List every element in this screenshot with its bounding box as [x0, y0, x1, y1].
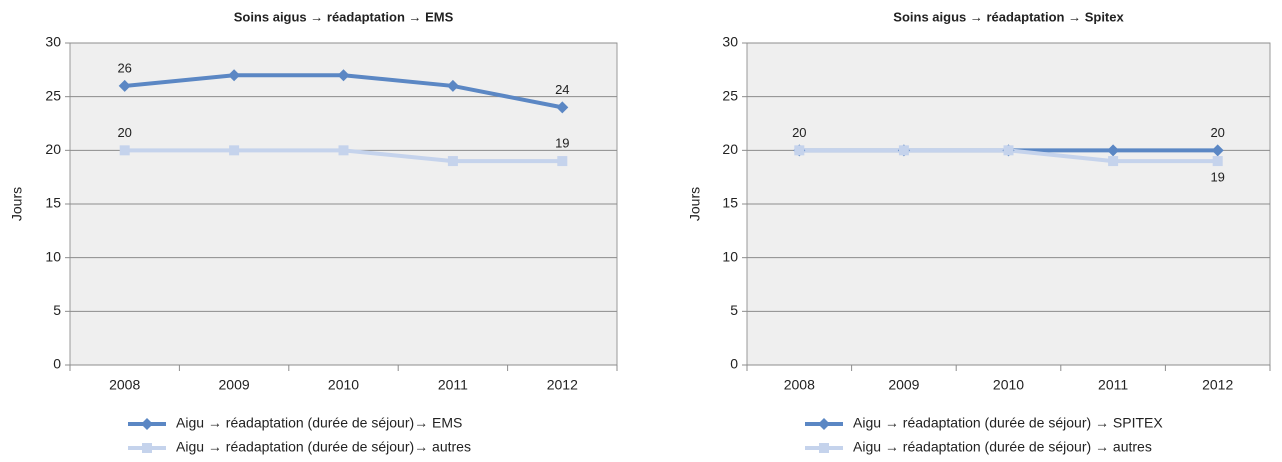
x-tick-label: 2010 [993, 377, 1024, 393]
data-point [1107, 144, 1120, 157]
y-tick-label: 5 [730, 302, 738, 318]
data-point [557, 156, 568, 167]
x-tick-label: 2011 [1098, 377, 1128, 393]
x-tick-label: 2012 [547, 377, 578, 393]
y-tick-label: 30 [45, 34, 61, 50]
data-point [1211, 144, 1224, 157]
data-point [556, 101, 569, 114]
x-tick-label: 2011 [438, 377, 468, 393]
data-point [228, 69, 241, 82]
data-label: 20 [117, 125, 131, 140]
y-tick-label: 20 [722, 141, 738, 157]
data-point [794, 145, 805, 156]
chart-title: Soins aigus → réadaptation → EMS [234, 9, 454, 24]
y-axis-label: Jours [9, 187, 25, 221]
data-point [898, 145, 909, 156]
y-tick-label: 25 [45, 87, 61, 103]
data-label: 20 [1210, 125, 1224, 140]
legend-label: Aigu → réadaptation (durée de séjour) → … [853, 415, 1163, 431]
legend-label: Aigu → réadaptation (durée de séjour) → … [853, 439, 1152, 455]
y-tick-label: 0 [53, 356, 61, 372]
y-tick-label: 20 [45, 141, 61, 157]
x-tick-label: 2008 [784, 377, 815, 393]
y-tick-label: 25 [722, 87, 738, 103]
x-tick-label: 2012 [1202, 377, 1233, 393]
data-point [1212, 156, 1223, 167]
data-point [119, 145, 130, 156]
data-point [337, 69, 350, 82]
data-label: 24 [555, 82, 569, 97]
chart-title: Soins aigus → réadaptation → Spitex [893, 9, 1124, 24]
y-tick-label: 30 [722, 34, 738, 50]
y-tick-label: 10 [722, 248, 738, 264]
y-tick-label: 10 [45, 248, 61, 264]
x-tick-label: 2009 [888, 377, 919, 393]
data-point [1003, 145, 1014, 156]
legend-label: Aigu → réadaptation (durée de séjour)→ a… [176, 439, 471, 455]
data-point [446, 79, 459, 92]
y-tick-label: 5 [53, 302, 61, 318]
y-tick-label: 15 [722, 195, 738, 211]
x-tick-label: 2009 [219, 377, 250, 393]
data-point [1108, 156, 1119, 167]
legend-marker [818, 418, 830, 430]
data-point [447, 156, 458, 167]
y-tick-label: 15 [45, 195, 61, 211]
y-tick-label: 0 [730, 356, 738, 372]
legend-marker [141, 418, 153, 430]
legend-marker [819, 443, 829, 453]
legend-label: Aigu → réadaptation (durée de séjour)→ E… [176, 415, 462, 431]
data-point [229, 145, 240, 156]
data-label: 26 [117, 60, 131, 75]
data-point [118, 79, 131, 92]
data-label: 19 [1210, 170, 1224, 185]
data-label: 20 [792, 125, 806, 140]
x-tick-label: 2010 [328, 377, 359, 393]
x-tick-label: 2008 [109, 377, 140, 393]
y-axis-label: Jours [687, 187, 703, 221]
data-point [338, 145, 349, 156]
legend-marker [142, 443, 152, 453]
data-label: 19 [555, 136, 569, 151]
